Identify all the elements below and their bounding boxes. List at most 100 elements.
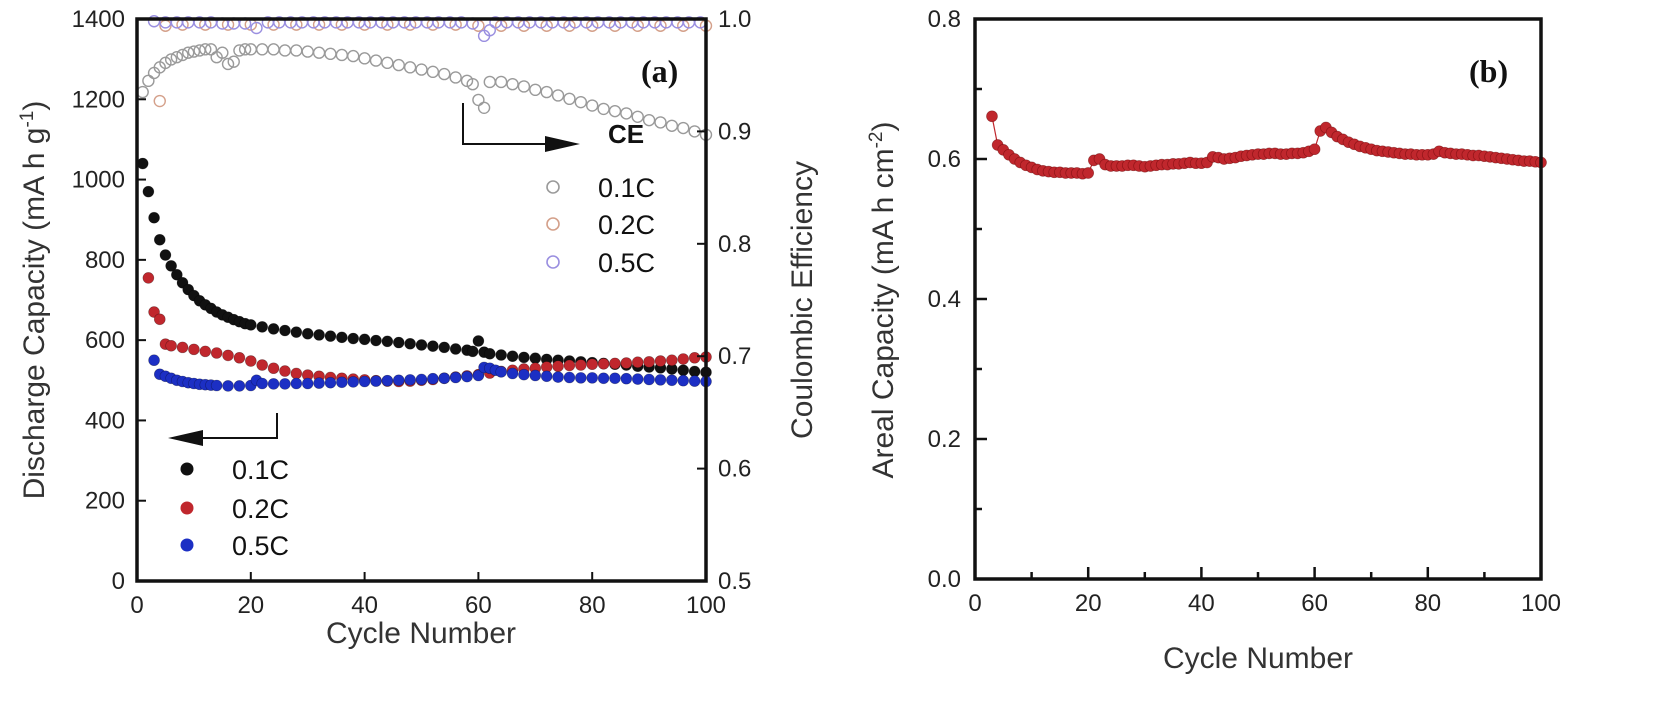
capacity-point-2-13 [233,380,246,392]
capacity-point-0-28 [347,332,360,345]
capacity-point-2-17 [267,378,280,390]
legend-capacity-label-1: 0.2C [232,494,289,524]
ce-point-0-18 [238,43,252,56]
capacity-point-2-21 [313,377,325,389]
ce-point-0-32 [392,58,405,72]
plot-frame-a [135,17,708,583]
capacity-point-2-44 [552,371,564,383]
legend-ce: 0.1C 0.2C 0.5C [546,173,655,278]
capacity-point-1-14 [279,365,291,377]
y-tick-label-right-a-2: 0.7 [718,343,751,370]
ce-point-0-25 [312,46,326,59]
capacity-point-0-4 [159,249,172,261]
ce-point-0-27 [335,48,349,62]
capacity-point-2-0 [148,354,160,367]
capacity-point-1-43 [609,357,621,370]
y-tick-label-left-a-1: 200 [85,488,125,515]
capacity-point-1-6 [188,343,200,356]
ce-point-0-26 [324,47,337,61]
ce-point-0-6 [170,51,184,64]
y-tick-label-b-0: 0.0 [928,566,961,593]
capacity-point-2-31 [427,372,439,385]
capacity-point-2-56 [688,375,701,387]
capacity-point-2-39 [495,366,507,378]
x-tick-label-a-2: 40 [351,592,378,619]
ce-point-0-15 [221,57,235,71]
capacity-point-2-42 [529,369,542,382]
ce-point-0-5 [164,53,178,66]
capacity-point-2-29 [404,374,416,386]
capacity-point-0-6 [171,268,183,281]
capacity-and-ce-points [136,15,713,392]
capacity-point-2-20 [301,377,314,390]
areal-capacity-line-0 [991,116,1542,175]
ce-arrow-annotation: CE [462,103,644,152]
capacity-point-1-15 [290,367,303,380]
y-tick-label-right-a-1: 0.6 [718,456,751,483]
capacity-point-1-45 [631,356,644,369]
ce-point-0-46 [529,83,542,97]
capacity-point-2-49 [609,372,621,385]
ce-point-0-48 [551,89,565,102]
capacity-point-1-4 [165,339,177,352]
capacity-point-0-37 [449,343,462,355]
capacity-point-1-38 [552,360,564,373]
ce-point-0-21 [267,43,280,56]
capacity-point-2-25 [358,375,371,388]
legend-ce-label-0: 0.1C [598,173,655,203]
capacity-point-0-5 [165,260,177,272]
capacity-point-2-30 [415,373,428,386]
capacity-point-2-46 [575,372,587,384]
y-tick-label-left-a-0: 0 [112,568,125,595]
capacity-point-2-11 [210,379,223,392]
ce-point-0-31 [381,56,394,70]
ce-point-0-45 [517,80,531,93]
ce-point-0-8 [182,46,195,59]
capacity-point-2-12 [222,380,234,392]
capacity-point-0-20 [256,321,268,333]
capacity-point-0-34 [415,339,428,351]
ce-point-0-50 [574,95,588,109]
capacity-point-0-19 [245,319,257,331]
capacity-point-1-47 [654,355,667,367]
legend-ce-marker-1 [546,217,560,231]
ce-point-0-39 [466,77,479,91]
x-tick-label-a-3: 60 [465,592,492,619]
x-axis-title-b: Cycle Number [1163,642,1353,675]
capacity-point-2-48 [597,372,610,385]
y-axis-title-left-a: Discharge Capacity (mA h g-1) [17,101,51,500]
capacity-point-0-23 [290,326,303,338]
ce-point-0-14 [216,46,229,59]
capacity-point-1-5 [176,341,189,354]
x-tick-label-a-4: 80 [579,592,606,619]
capacity-point-2-52 [643,373,655,386]
capacity-point-0-27 [336,331,348,344]
chart-panel-b: 0 20 40 60 80 100 0.0 0.2 0.4 0.6 0.8 (b) Cycle Nu… [866,6,1561,675]
y-tick-label-left-a-4: 800 [85,247,125,274]
areal-capacity-point-0-17 [1082,167,1095,179]
ce-point-0-28 [347,49,360,63]
ce-point-0-33 [403,61,417,74]
x-tick-label-a-5: 100 [686,592,726,619]
capacity-point-0-22 [279,324,291,337]
y-tick-label-right-a-5: 1.0 [718,6,751,33]
capacity-point-0-44 [506,350,519,363]
ce-point-0-16 [227,55,240,68]
capacity-point-2-18 [279,378,291,390]
capacity-point-1-42 [597,358,610,370]
ce-point-0-59 [677,121,690,135]
capacity-point-1-12 [256,359,268,371]
ce-point-0-52 [597,102,610,116]
capacity-point-2-55 [677,374,690,387]
ce-point-0-47 [540,85,553,99]
legend-ce-label-1: 0.2C [598,210,655,240]
ce-point-0-11 [199,43,212,56]
capacity-point-0-0 [136,157,149,170]
ce-point-0-35 [426,65,440,79]
capacity-point-0-59 [677,364,690,377]
x-tick-label-b-2: 40 [1188,590,1215,617]
capacity-arrow-annotation [168,413,278,446]
ce-point-0-54 [620,107,633,120]
areal-capacity-points [986,110,1547,180]
